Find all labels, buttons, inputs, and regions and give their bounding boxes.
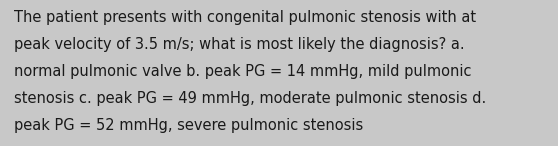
Text: peak velocity of 3.5 m/s; what is most likely the diagnosis? a.: peak velocity of 3.5 m/s; what is most l… (14, 37, 465, 52)
Text: peak PG = 52 mmHg, severe pulmonic stenosis: peak PG = 52 mmHg, severe pulmonic steno… (14, 118, 363, 133)
Text: normal pulmonic valve b. peak PG = 14 mmHg, mild pulmonic: normal pulmonic valve b. peak PG = 14 mm… (14, 64, 472, 79)
Text: stenosis c. peak PG = 49 mmHg, moderate pulmonic stenosis d.: stenosis c. peak PG = 49 mmHg, moderate … (14, 91, 486, 106)
Text: The patient presents with congenital pulmonic stenosis with at: The patient presents with congenital pul… (14, 10, 476, 25)
